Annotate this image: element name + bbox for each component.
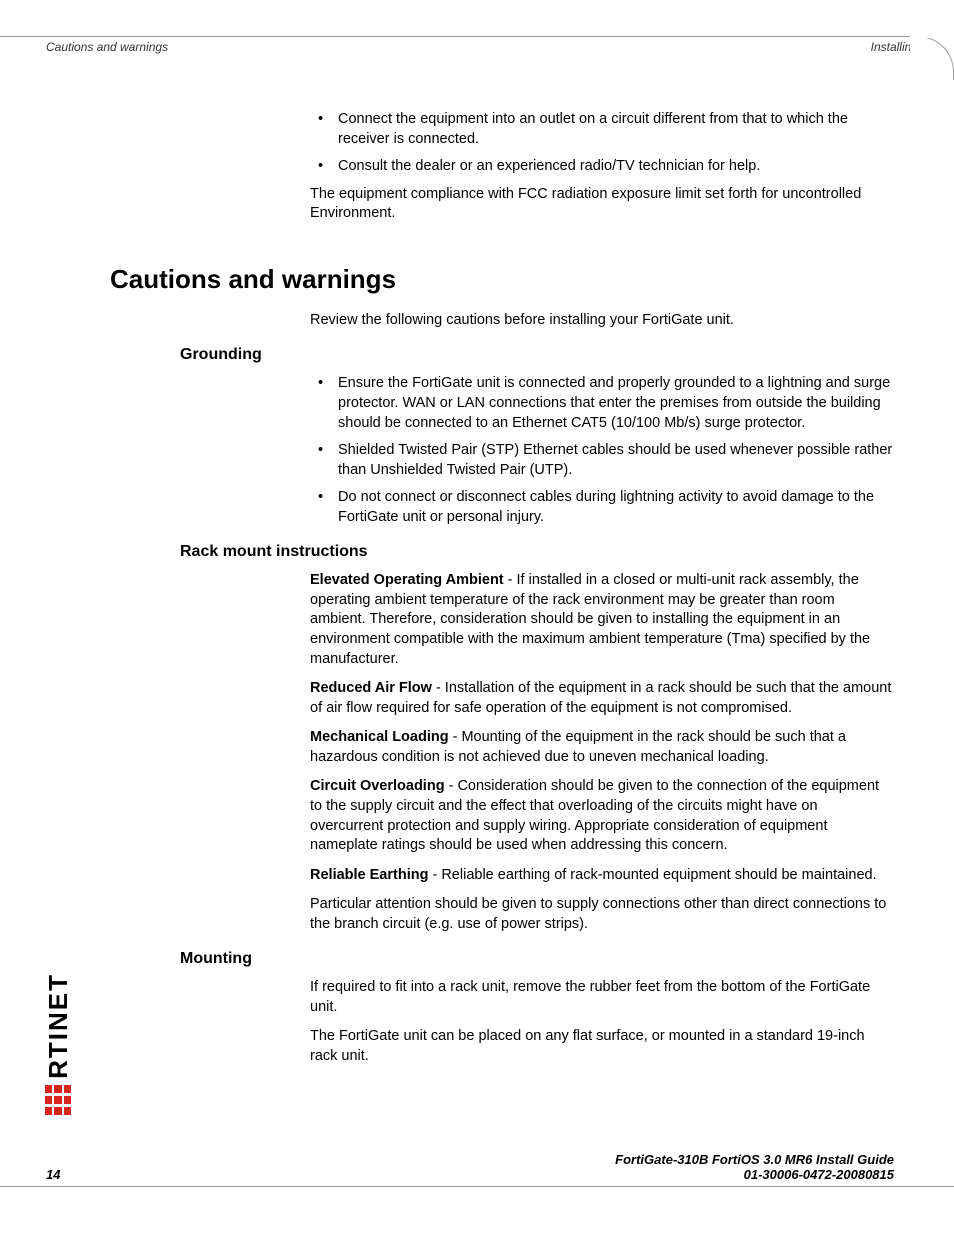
logo-mark-icon <box>45 1085 71 1115</box>
fortinet-logo: RTINET <box>38 895 78 1115</box>
rack-item: Mechanical Loading - Mounting of the equ… <box>310 728 894 767</box>
footer-right: FortiGate-310B FortiOS 3.0 MR6 Install G… <box>615 1152 894 1182</box>
section-heading: Cautions and warnings <box>110 264 894 295</box>
grounding-heading: Grounding <box>180 346 894 364</box>
list-item: Do not connect or disconnect cables duri… <box>310 488 894 527</box>
rack-item: Reduced Air Flow - Installation of the e… <box>310 679 894 718</box>
page: Cautions and warnings Installing Connect… <box>0 0 954 1235</box>
mounting-para: The FortiGate unit can be placed on any … <box>310 1027 894 1066</box>
section-intro: Review the following cautions before ins… <box>310 311 894 331</box>
footer-line2: 01-30006-0472-20080815 <box>744 1167 894 1182</box>
running-footer: 14 FortiGate-310B FortiOS 3.0 MR6 Instal… <box>0 1152 954 1187</box>
page-number: 14 <box>46 1167 60 1182</box>
mounting-para: If required to fit into a rack unit, rem… <box>310 978 894 1017</box>
footer-line1: FortiGate-310B FortiOS 3.0 MR6 Install G… <box>615 1152 894 1167</box>
rack-item: Reliable Earthing - Reliable earthing of… <box>310 866 894 886</box>
intro-bullets: Connect the equipment into an outlet on … <box>310 110 894 177</box>
list-item: Ensure the FortiGate unit is connected a… <box>310 374 894 433</box>
mounting-heading: Mounting <box>180 950 894 968</box>
running-header: Cautions and warnings Installing <box>0 36 954 58</box>
list-item: Consult the dealer or an experienced rad… <box>310 157 894 177</box>
logo-text: RTINET <box>43 973 74 1079</box>
rack-heading: Rack mount instructions <box>180 543 894 561</box>
rack-item: Elevated Operating Ambient - If installe… <box>310 571 894 669</box>
content-area: Connect the equipment into an outlet on … <box>0 110 954 1077</box>
list-item: Connect the equipment into an outlet on … <box>310 110 894 149</box>
rack-tail: Particular attention should be given to … <box>310 895 894 934</box>
list-item: Shielded Twisted Pair (STP) Ethernet cab… <box>310 441 894 480</box>
intro-block: Connect the equipment into an outlet on … <box>310 110 894 224</box>
intro-para: The equipment compliance with FCC radiat… <box>310 185 894 224</box>
mounting-body: If required to fit into a rack unit, rem… <box>310 978 894 1066</box>
rack-body: Elevated Operating Ambient - If installe… <box>310 571 894 934</box>
grounding-bullets: Ensure the FortiGate unit is connected a… <box>310 374 894 527</box>
header-left: Cautions and warnings <box>46 40 168 54</box>
rack-item: Circuit Overloading - Consideration shou… <box>310 777 894 855</box>
